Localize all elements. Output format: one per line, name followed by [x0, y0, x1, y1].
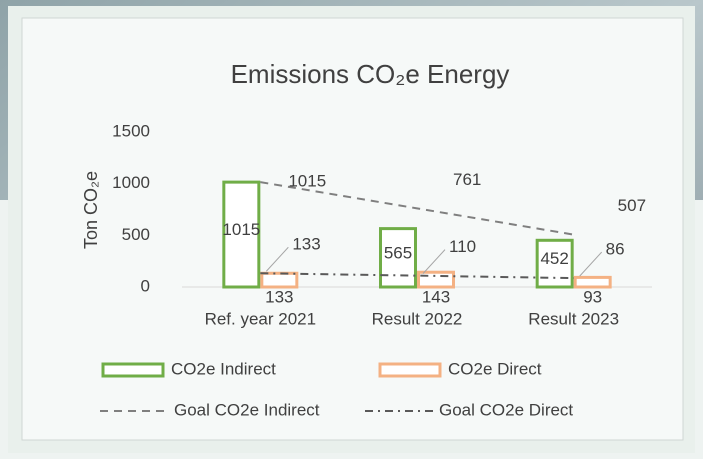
- x-tick-label: Result 2022: [372, 309, 463, 328]
- bar: [260, 271, 299, 289]
- data-label: 1015: [222, 220, 260, 239]
- data-label: 761: [453, 170, 481, 189]
- legend-swatch: [378, 362, 442, 378]
- bar: [417, 270, 455, 289]
- legend-label: Goal CO2e Indirect: [174, 400, 320, 419]
- data-label: 507: [618, 196, 646, 215]
- y-axis-label: Ton CO₂e: [81, 171, 101, 249]
- bar: [535, 238, 574, 289]
- legend-label: CO2e Indirect: [171, 359, 276, 378]
- legend-label: CO2e Direct: [448, 359, 542, 378]
- chart-title: Emissions CO₂e Energy: [231, 59, 510, 89]
- legend-label: Goal CO2e Direct: [439, 400, 573, 419]
- data-label: 133: [265, 287, 293, 306]
- y-tick-label: 500: [122, 225, 150, 244]
- legend-swatch: [101, 362, 165, 378]
- data-label: 1015: [288, 172, 326, 191]
- y-tick-label: 1000: [112, 173, 150, 192]
- y-tick-label: 1500: [112, 121, 150, 140]
- bar: [379, 227, 417, 289]
- goal-line: [260, 181, 574, 236]
- bar: [222, 180, 261, 289]
- goal-line: [260, 272, 574, 280]
- leader-line: [579, 251, 603, 277]
- data-label: 86: [606, 240, 625, 259]
- leader-line: [422, 249, 446, 274]
- bar: [573, 275, 612, 289]
- x-tick-label: Ref. year 2021: [205, 309, 317, 328]
- x-tick-label: Result 2023: [528, 309, 619, 328]
- leader-line: [265, 246, 289, 272]
- data-label: 133: [292, 235, 320, 254]
- y-tick-label: 0: [141, 276, 150, 295]
- data-label: 452: [540, 249, 568, 268]
- data-label: 143: [422, 287, 450, 306]
- data-label: 565: [384, 243, 412, 262]
- data-label: 110: [449, 237, 476, 256]
- data-label: 93: [583, 287, 602, 306]
